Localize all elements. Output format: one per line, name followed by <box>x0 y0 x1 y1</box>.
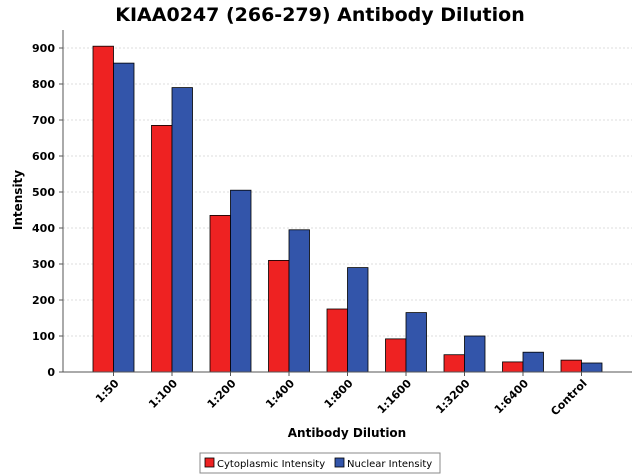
chart-title: KIAA0247 (266-279) Antibody Dilution <box>115 4 524 26</box>
y-axis-ticks: 0 100 200 300 400 500 600 700 800 900 <box>32 42 63 379</box>
bar-nuclear <box>405 312 427 373</box>
bar-cytoplasmic <box>560 359 582 373</box>
y-axis-label: Intensity <box>11 170 25 230</box>
x-tick-label: 1:200 <box>205 377 239 411</box>
x-tick-label: 1:6400 <box>492 377 532 417</box>
x-tick-label: 1:100 <box>146 377 180 411</box>
bar-cytoplasmic <box>443 354 465 373</box>
legend-swatch-cytoplasmic <box>204 457 215 468</box>
legend: Cytoplasmic Intensity Nuclear Intensity <box>199 452 441 474</box>
x-tick-label: 1:800 <box>322 377 356 411</box>
x-tick-label: Control <box>548 377 589 418</box>
legend-swatch-nuclear <box>334 457 345 468</box>
bar-nuclear <box>230 189 252 373</box>
y-tick-label: 300 <box>32 258 55 271</box>
bar-cytoplasmic <box>268 259 290 373</box>
y-tick-label: 600 <box>32 150 55 163</box>
x-tick-label: 1:400 <box>263 377 297 411</box>
x-axis-ticks: 1:50 1:100 1:200 1:400 1:800 1:1600 1:3200 1:64… <box>93 372 590 418</box>
y-tick-label: 700 <box>32 114 55 127</box>
bar-cytoplasmic <box>92 45 114 373</box>
bar-cytoplasmic <box>502 361 524 373</box>
y-tick-label: 900 <box>32 42 55 55</box>
legend-box <box>199 452 441 474</box>
legend-label-nuclear: Nuclear Intensity <box>347 459 432 470</box>
bar-nuclear <box>347 267 369 373</box>
y-tick-label: 100 <box>32 330 55 343</box>
bar-nuclear <box>464 335 486 373</box>
bar-cytoplasmic <box>385 338 407 373</box>
bar-nuclear <box>288 229 310 373</box>
y-tick-label: 800 <box>32 78 55 91</box>
bar-cytoplasmic <box>326 308 348 373</box>
legend-label-cytoplasmic: Cytoplasmic Intensity <box>217 459 325 470</box>
bars <box>92 45 603 373</box>
bar-nuclear <box>581 362 603 373</box>
bar-nuclear <box>171 87 193 373</box>
x-tick-label: 1:3200 <box>433 377 473 417</box>
bar-cytoplasmic <box>151 125 173 373</box>
y-tick-label: 500 <box>32 186 55 199</box>
bar-nuclear <box>113 62 135 373</box>
y-tick-label: 200 <box>32 294 55 307</box>
bar-cytoplasmic <box>209 214 231 373</box>
bar-nuclear <box>522 351 544 373</box>
y-tick-label: 400 <box>32 222 55 235</box>
y-tick-label: 0 <box>47 366 55 379</box>
x-axis-label: Antibody Dilution <box>288 426 406 440</box>
x-tick-label: 1:1600 <box>375 377 415 417</box>
x-tick-label: 1:50 <box>93 377 122 406</box>
